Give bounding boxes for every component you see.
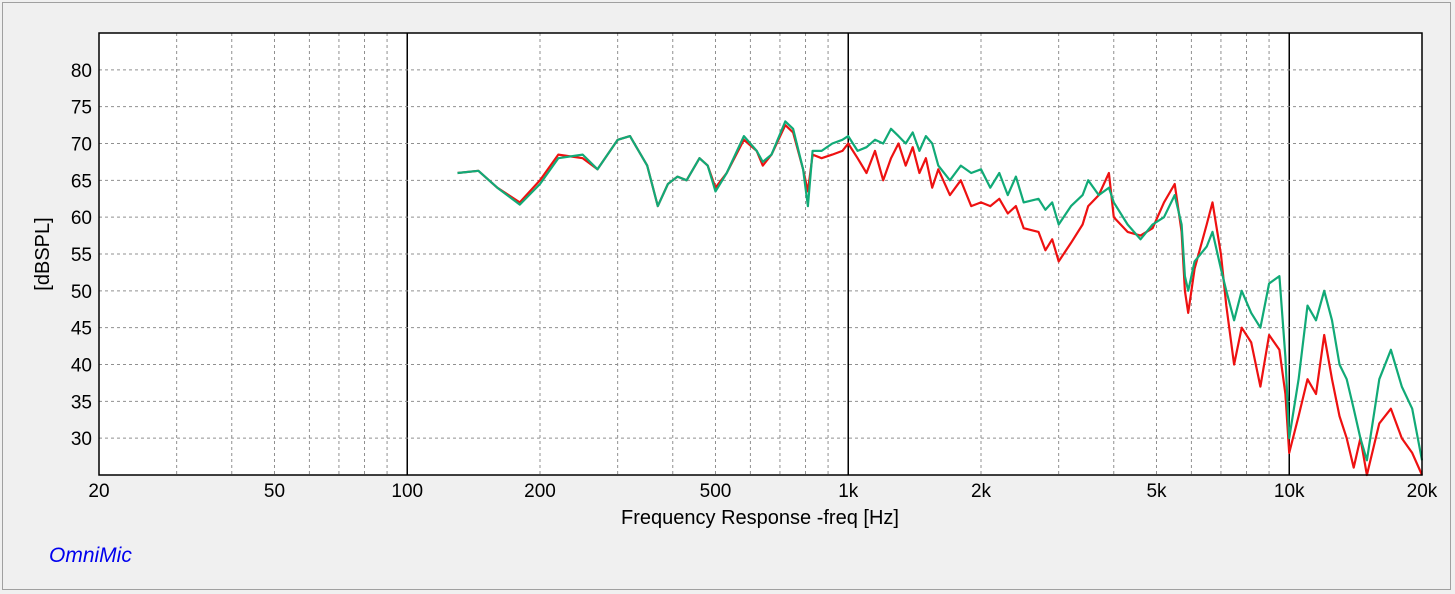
series-line-2 [457, 120, 1424, 462]
frequency-response-chart: 20 50 100 200 500 1k 2k 5k 10k 20k 30 35 40 45 50 55 60… [32, 32, 1438, 529]
x-axis-label: Frequency Response -freq [Hz] [621, 507, 899, 529]
y-tick-label: 65 [71, 171, 92, 192]
x-tick-label: 50 [264, 481, 285, 502]
y-tick-label: 55 [71, 245, 92, 266]
x-tick-labels: 20 50 100 200 500 1k 2k 5k 10k 20k [88, 481, 1437, 502]
x-tick-label: 20k [1407, 481, 1438, 502]
grid [99, 33, 1422, 475]
y-tick-label: 75 [71, 98, 92, 119]
x-tick-label: 2k [971, 481, 992, 502]
y-tick-label: 70 [71, 135, 92, 156]
x-tick-label: 5k [1146, 481, 1167, 502]
x-tick-label: 20 [88, 481, 109, 502]
series-lines [457, 120, 1424, 477]
y-tick-label: 60 [71, 208, 92, 229]
x-tick-label: 500 [700, 481, 732, 502]
brand-label: OmniMic [49, 544, 132, 567]
y-tick-label: 45 [71, 319, 92, 340]
x-tick-label: 1k [838, 481, 859, 502]
y-tick-label: 30 [71, 429, 92, 450]
y-axis-label: [dBSPL] [32, 217, 54, 290]
y-tick-label: 80 [71, 61, 92, 82]
y-tick-label: 50 [71, 282, 92, 303]
y-tick-label: 35 [71, 392, 92, 413]
x-tick-label: 100 [391, 481, 423, 502]
y-tick-labels: 30 35 40 45 50 55 60 65 70 75 80 [71, 61, 92, 450]
y-tick-label: 40 [71, 356, 92, 377]
x-tick-label: 200 [524, 481, 556, 502]
x-tick-label: 10k [1274, 481, 1305, 502]
plot-border [98, 32, 1423, 476]
